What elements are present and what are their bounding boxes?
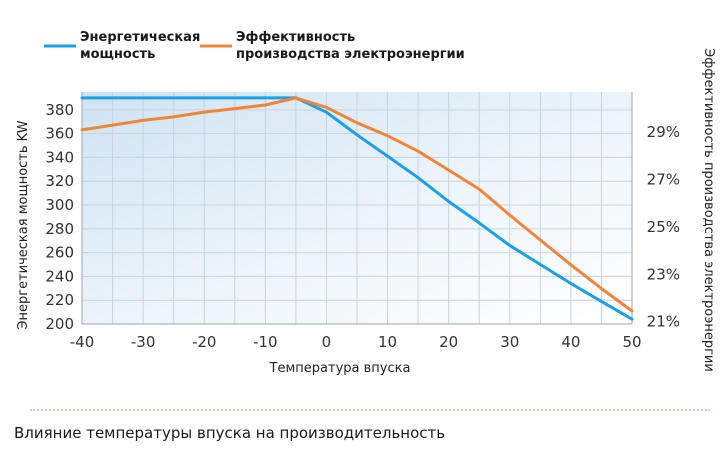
series-line-efficiency [80,96,634,313]
x-tick-label: -10 [253,333,278,351]
y-tick-label-left: 240 [45,267,74,285]
legend-label: мощность [80,47,155,62]
legend-label: производства электроэнергии [236,47,465,62]
legend-label: Энергетическая [80,30,200,45]
y-axis-left-label: Энергетическая мощность KW [16,120,31,329]
dotted-divider [30,409,710,411]
y-tick-label-left: 340 [45,148,74,166]
x-tick-label: -40 [70,333,95,351]
x-tick-label: 40 [561,333,580,351]
y-tick-label-left: 200 [45,315,74,333]
y-tick-label-right: 21% [647,313,680,331]
y-tick-label-left: 260 [45,244,74,262]
x-tick-label: -30 [131,333,156,351]
figure-caption: Влияние температуры впуска на производит… [14,424,446,442]
y-tick-label-right: 27% [647,171,680,189]
y-tick-label-left: 360 [45,125,74,143]
y-tick-label-left: 300 [45,196,74,214]
legend-label: Эффективность [236,30,355,45]
y-tick-label-right: 23% [647,265,680,283]
y-tick-label-right: 25% [647,218,680,236]
x-tick-label: 0 [322,333,332,351]
y-tick-label-left: 320 [45,172,74,190]
x-tick-label: 20 [439,333,458,351]
y-tick-label-left: 280 [45,220,74,238]
y-tick-label-left: 220 [45,291,74,309]
series-line-power [80,96,634,321]
x-axis-label: Температура впуска [269,361,411,376]
x-tick-label: 10 [378,333,397,351]
x-tick-label: 30 [500,333,519,351]
y-axis-right-label: Эффективность производства электроэнерги… [701,48,716,372]
chart: -40 -30 -20 -10 0 10 20 30 40 50 200 220 240 260 280 30… [16,30,716,376]
legend: Энергетическая мощность Эффективность произ… [44,30,465,62]
y-tick-label-left: 380 [45,101,74,119]
x-tick-label: 50 [622,333,641,351]
y-tick-label-right: 29% [647,123,680,141]
series-lines [80,96,634,321]
x-tick-label: -20 [192,333,217,351]
axes: -40 -30 -20 -10 0 10 20 30 40 50 200 220 240 260 280 30… [45,92,680,351]
